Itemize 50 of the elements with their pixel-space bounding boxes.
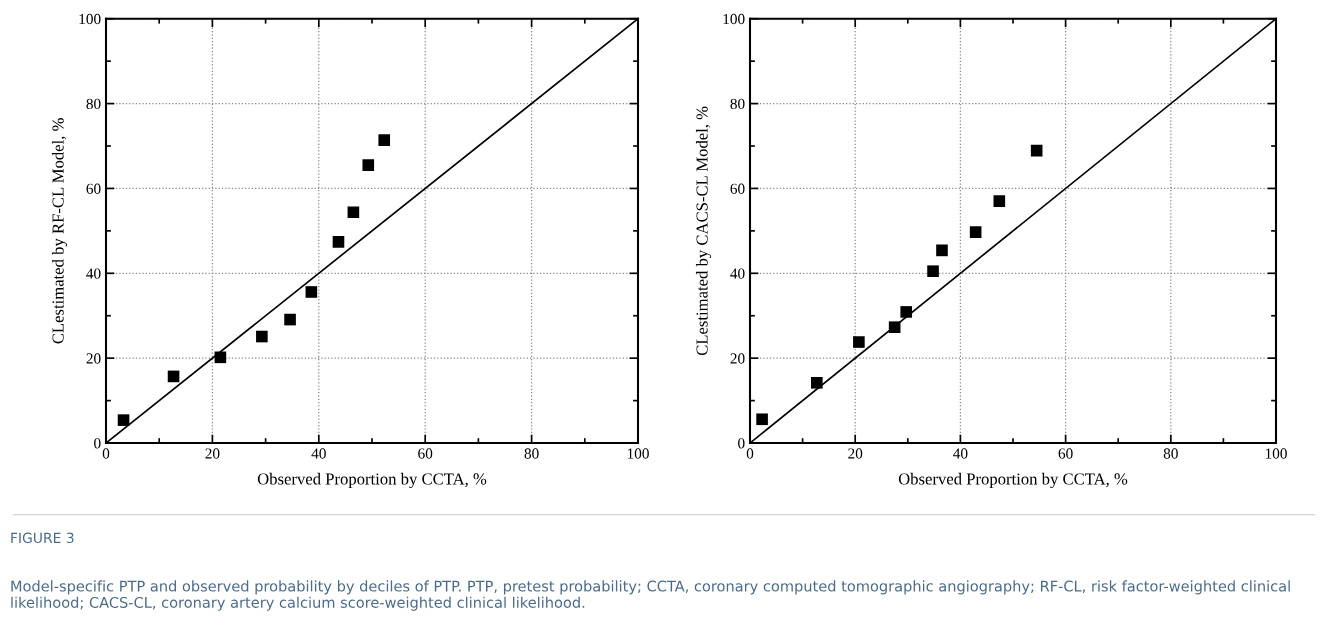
y-tick-label: 40 (86, 268, 101, 279)
y-axis-title: CLestimated by CACS-CL Model, % (695, 106, 712, 356)
x-axis-title: Observed Proportion by CCTA, % (257, 472, 487, 489)
x-tick-label: 80 (1163, 448, 1178, 459)
y-tick-label: 80 (86, 98, 101, 110)
point (347, 206, 360, 219)
text: Model-specific PTP and observed probability by deciles of PTP. PTP, pretest probability; CCTA, coronary computed tomographic angiography; RF-CL, risk factor-weighted clinical likelihood; CACS-CL, coronary artery calcium score-weighted clinical likelihood. (11, 580, 1290, 611)
x-tick-label: 80 (524, 448, 539, 459)
y-tick-label: 0 (738, 438, 745, 449)
point (332, 236, 345, 248)
point (853, 336, 865, 348)
point (888, 321, 901, 334)
y-tick-label: 0 (94, 438, 101, 449)
y-axis-title: CLestimated by RF-CL Model, % (51, 118, 68, 344)
x-axis-title: Observed Proportion by CCTA, % (898, 472, 1128, 489)
y-tick-label: 60 (730, 183, 745, 194)
point (362, 159, 375, 171)
point (969, 226, 982, 238)
point (756, 413, 768, 426)
x-tick-label: 40 (953, 448, 968, 459)
x-tick-label: 40 (311, 448, 326, 459)
point (927, 265, 939, 277)
y-tick-label: 40 (730, 268, 745, 279)
y-tick-label: 60 (86, 183, 101, 194)
point (167, 370, 180, 383)
point (900, 306, 913, 318)
x-tick-label: 100 (1265, 448, 1287, 459)
point (214, 351, 227, 364)
point (378, 134, 391, 146)
caption: FIGURE 3 (11, 532, 74, 544)
y-tick-label: 80 (730, 98, 745, 110)
y-tick-label: 20 (730, 353, 745, 364)
x-tick-label: 20 (848, 448, 863, 459)
point (117, 414, 130, 426)
point (284, 313, 296, 326)
point (936, 244, 948, 257)
x-tick-label: 0 (102, 448, 110, 459)
x-tick-label: 0 (746, 448, 754, 459)
point (256, 330, 268, 343)
point (993, 195, 1006, 207)
y-tick-label: 100 (723, 13, 745, 25)
point (305, 286, 318, 298)
x-tick-label: 60 (418, 448, 433, 459)
x-tick-label: 60 (1058, 448, 1073, 459)
point (810, 376, 823, 389)
x-tick-label: 20 (205, 448, 220, 459)
y-tick-label: 100 (79, 13, 101, 25)
point (1030, 144, 1043, 157)
x-tick-label: 100 (627, 448, 649, 459)
y-tick-label: 20 (86, 353, 101, 364)
